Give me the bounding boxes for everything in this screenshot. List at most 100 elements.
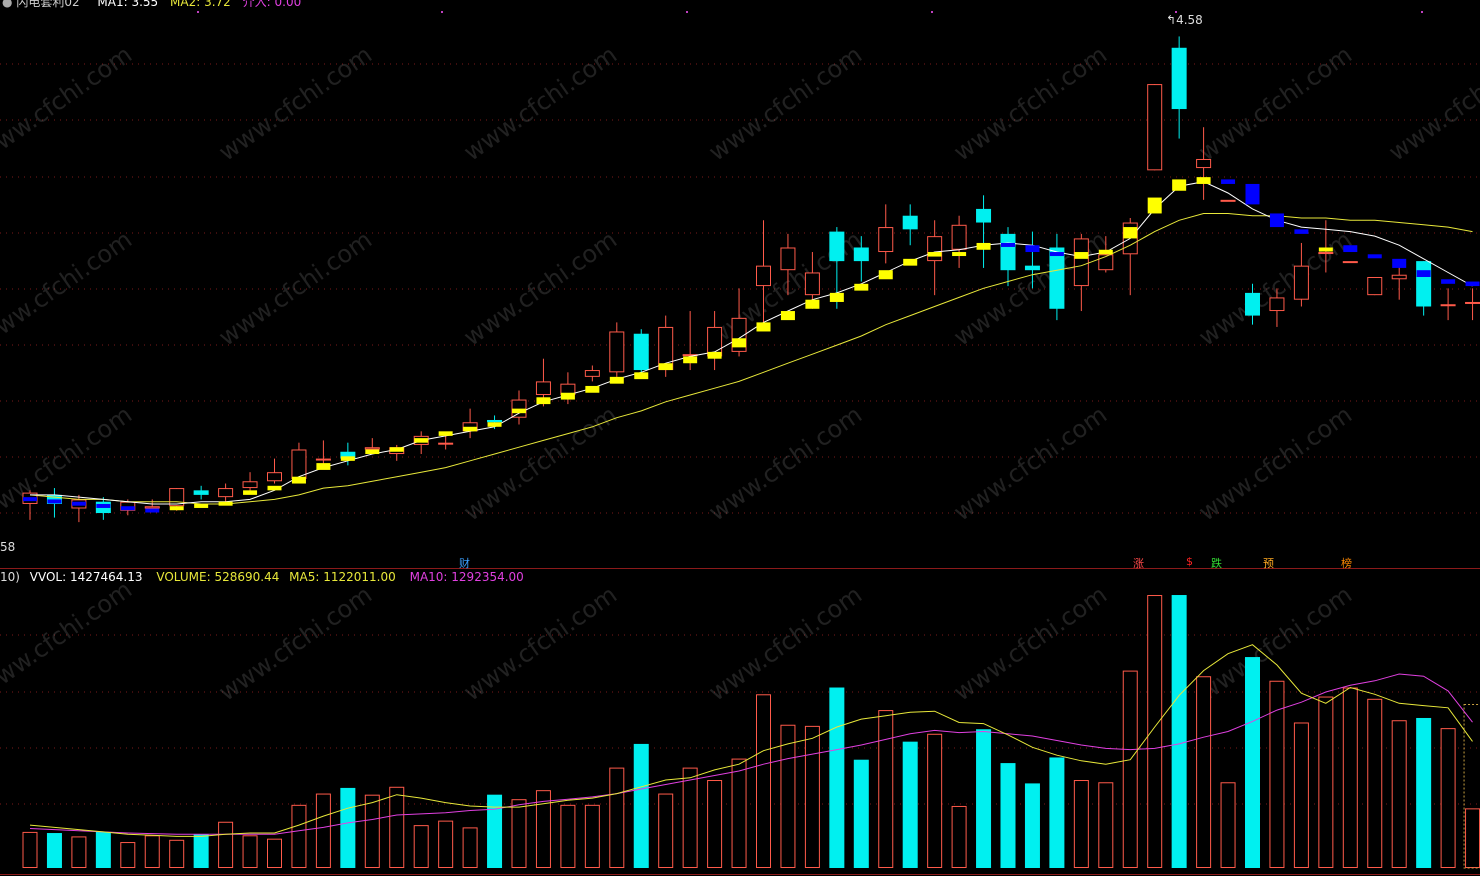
- low-price-value: 58: [0, 540, 16, 554]
- volume-bar-28: [707, 780, 723, 868]
- candle-body-14: [364, 447, 380, 450]
- high-price-label: ↰4.58: [1166, 13, 1203, 27]
- event-marker-rise[interactable]: 涨: [1133, 555, 1144, 571]
- top-tick-2: [686, 11, 688, 13]
- candle-24: [609, 322, 625, 377]
- volume-bar-31: [780, 724, 796, 869]
- volume-bar-41: [1024, 783, 1040, 868]
- candle-9: [242, 472, 258, 493]
- event-marker-fall-text: 跌: [1211, 557, 1222, 570]
- signal-box-40: [1001, 242, 1015, 247]
- volume-ma10-value: MA10: 1292354.00: [409, 570, 524, 584]
- watermark-4: www.cfchi.com: [949, 40, 1112, 166]
- signal-box-48: [1196, 177, 1211, 184]
- volume-bar-57: [1416, 717, 1432, 868]
- signal-box-7: [194, 503, 209, 508]
- candle-49: [1220, 199, 1236, 202]
- signal-box-47: [1172, 179, 1187, 191]
- volume-bar-58: [1440, 728, 1456, 868]
- signal-box-43: [1074, 252, 1089, 259]
- candle-body-47: [1171, 47, 1187, 110]
- candle-body-13: [340, 451, 356, 459]
- price-header: ● 闪电套利02 MA1: 3.55 MA2: 3.72 介入: 0.00: [2, 0, 301, 9]
- volume-bar-36: [902, 741, 918, 868]
- low-price-label: 58: [0, 540, 15, 554]
- candle-38: [951, 215, 967, 268]
- volume-bar-1: [46, 833, 62, 868]
- signal-box-4: [120, 506, 135, 511]
- volume-bar-47: [1171, 595, 1187, 868]
- event-marker-dollar[interactable]: $: [1186, 555, 1193, 568]
- candle-body-12: [315, 458, 331, 461]
- candle-body-24: [609, 331, 625, 373]
- indicator-icon[interactable]: ●: [2, 0, 13, 9]
- event-marker-fall[interactable]: 跌: [1211, 555, 1222, 571]
- volume-bar-16: [413, 825, 429, 868]
- volume-bar-49: [1220, 782, 1236, 868]
- candle-57: [1416, 261, 1432, 316]
- signal-box-12: [316, 463, 331, 470]
- signal-box-24: [609, 376, 624, 384]
- signal-box-23: [585, 385, 600, 393]
- watermark-17: www.cfchi.com: [1194, 400, 1357, 526]
- watermark-20: www.cfchi.com: [459, 580, 622, 706]
- volume-bar-29: [731, 758, 747, 868]
- watermark-7: www.cfchi.com: [0, 225, 137, 351]
- candle-58: [1440, 288, 1456, 321]
- signal-box-42: [1049, 252, 1064, 257]
- signal-box-14: [365, 449, 380, 455]
- signal-box-32: [805, 299, 820, 309]
- signal-box-46: [1147, 197, 1162, 214]
- signal-box-10: [267, 485, 282, 491]
- event-marker-forecast[interactable]: 预: [1263, 555, 1274, 571]
- volume-bar-43: [1073, 780, 1089, 868]
- candle-47: [1171, 36, 1187, 139]
- signal-box-16: [414, 438, 429, 443]
- event-marker-dollar-text: $: [1186, 555, 1193, 568]
- volume-bar-8: [218, 821, 234, 869]
- candle-body-40: [1000, 233, 1016, 271]
- signal-box-1: [47, 499, 62, 504]
- watermark-19: www.cfchi.com: [214, 580, 377, 706]
- volume-bar-54: [1342, 687, 1358, 869]
- ma2-value: MA2: 3.72: [170, 0, 231, 9]
- volume-bar-48: [1196, 676, 1212, 868]
- signal-box-0: [23, 497, 37, 502]
- volume-bar-25: [633, 743, 649, 868]
- signal-box-13: [340, 456, 355, 461]
- top-tick-3: [931, 11, 933, 13]
- candle-13: [340, 442, 356, 466]
- volume-header-prefix: 10): [0, 570, 20, 584]
- candle-46: [1147, 84, 1163, 171]
- candle-body-41: [1024, 265, 1040, 271]
- event-marker-finance[interactable]: 财: [459, 555, 470, 571]
- event-marker-ranking[interactable]: 榜: [1341, 555, 1352, 571]
- candle-32: [804, 252, 820, 309]
- volume-bar-2: [71, 836, 87, 869]
- volume-bar-34: [853, 759, 869, 868]
- event-marker-finance-text: 财: [459, 557, 470, 570]
- signal-box-52: [1294, 229, 1309, 234]
- volume-bar-11: [291, 804, 307, 868]
- volume-pane: [22, 595, 1480, 869]
- signal-box-5: [145, 508, 160, 513]
- top-tick-0: [197, 11, 199, 13]
- volume-bar-53: [1318, 696, 1334, 868]
- candle-59: [1465, 288, 1480, 321]
- event-marker-ranking-text: 榜: [1341, 557, 1352, 570]
- volume-header: 10) VVOL: 1427464.13 VOLUME: 528690.44 M…: [0, 570, 524, 584]
- candle-10: [267, 458, 282, 484]
- volume-bar-estimate: [1463, 703, 1480, 869]
- candle-body-19: [487, 419, 503, 423]
- signal-box-38: [952, 252, 967, 257]
- indicator-name[interactable]: 闪电套利02: [16, 0, 80, 9]
- signal-box-15: [389, 447, 404, 452]
- candle-body-33: [829, 231, 845, 262]
- ma1-value: MA1: 3.55: [97, 0, 159, 9]
- candle-36: [902, 204, 918, 246]
- candle-37: [927, 220, 943, 296]
- signal-box-17: [438, 431, 453, 436]
- candle-54: [1342, 261, 1358, 264]
- signal-box-44: [1098, 249, 1113, 255]
- candle-40: [1000, 227, 1016, 287]
